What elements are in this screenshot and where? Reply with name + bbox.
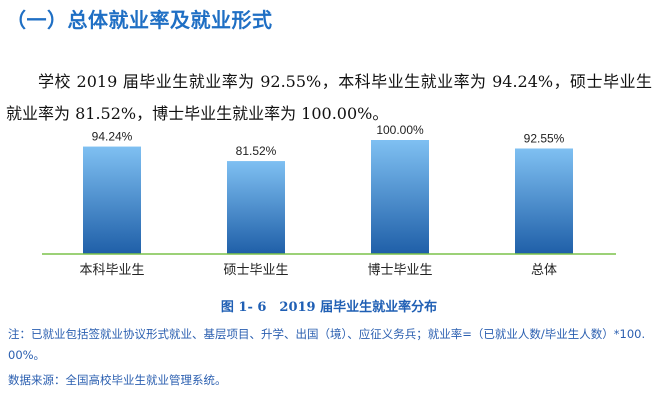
bar-1 [83,146,141,254]
section-heading: （一）总体就业率及就业形式 [6,8,273,32]
summary-paragraph: 学校 2019 届毕业生就业率为 92.55%，本科毕业生就业率为 94.24%… [6,72,652,123]
figure-caption: 图 1- 6 2019 届毕业生就业率分布 [220,300,438,315]
employment-rate-bar-chart: 94.24% 本科毕业生 81.52% 硕士毕业生 100.00% 博士毕业生 92.55%… [42,123,616,278]
bar-3 [371,140,429,254]
data-label-4: 92.55% [524,131,565,145]
data-label-3: 100.00% [376,123,424,137]
bar-2 [227,161,285,254]
data-source-note: 数据来源：全国高校毕业生就业管理系统。 [8,373,227,387]
footnote: 注：已就业包括签就业协议形式就业、基层项目、升学、出国（境）、应征义务兵；就业率… [8,327,646,362]
category-label-2: 硕士毕业生 [223,263,288,278]
data-label-1: 94.24% [92,130,133,144]
data-label-2: 81.52% [236,144,277,158]
bar-4 [515,148,573,254]
category-label-4: 总体 [531,263,557,278]
category-label-3: 博士毕业生 [367,263,432,278]
category-label-1: 本科毕业生 [79,263,144,278]
